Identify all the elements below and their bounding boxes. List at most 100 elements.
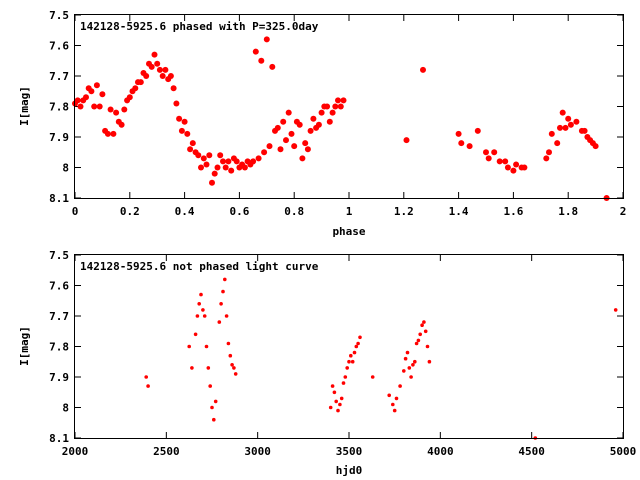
x-tick-label: 4500 — [518, 445, 545, 458]
y-tick-label: 7.5 — [49, 249, 69, 262]
data-point — [113, 109, 120, 116]
data-point — [277, 146, 284, 153]
data-point — [352, 350, 357, 355]
data-point — [318, 109, 325, 116]
data-point — [241, 164, 248, 171]
x-tick-label: 2000 — [62, 445, 89, 458]
data-point — [326, 118, 333, 125]
x-tick-label: 1 — [346, 205, 353, 218]
data-point — [329, 109, 336, 116]
data-point — [206, 366, 211, 370]
unphased-x-axis-label: hjd0 — [336, 464, 363, 477]
data-point — [217, 320, 222, 324]
data-point — [358, 335, 362, 340]
data-point — [338, 402, 342, 407]
data-point — [354, 344, 359, 349]
data-point — [324, 103, 331, 110]
data-point — [392, 408, 397, 413]
data-point — [341, 381, 346, 385]
data-point — [592, 143, 599, 150]
data-point — [332, 103, 339, 110]
y-tick-label: 8 — [62, 402, 69, 415]
x-tick-label: 0 — [72, 205, 79, 218]
data-point — [144, 375, 148, 379]
data-point — [339, 396, 344, 401]
data-point — [304, 146, 311, 153]
data-point — [546, 149, 552, 156]
data-point — [178, 127, 185, 134]
y-tick-label: 7.6 — [49, 280, 69, 293]
y-tick-label: 7.9 — [49, 371, 69, 384]
data-point — [214, 164, 221, 171]
phased-panel: 142128-5925.6 phased with P=325.0day pha… — [18, 9, 626, 238]
y-tick-label: 7.7 — [49, 310, 69, 323]
data-point — [420, 323, 424, 328]
data-point — [233, 158, 240, 165]
data-point — [210, 405, 214, 410]
data-point — [302, 140, 309, 147]
data-point — [581, 127, 588, 134]
data-point — [228, 167, 235, 174]
data-point — [230, 363, 234, 367]
x-tick-label: 3000 — [244, 445, 271, 458]
unphased-y-axis-label: I[mag] — [18, 326, 31, 366]
data-point — [167, 73, 174, 79]
data-point — [296, 121, 303, 128]
data-point — [394, 396, 399, 401]
phased-data-points — [72, 36, 610, 201]
unphased-panel-title: 142128-5925.6 not phased light curve — [80, 260, 319, 273]
y-tick-label: 7.7 — [49, 70, 69, 83]
data-point — [190, 366, 194, 370]
data-point — [559, 109, 566, 116]
data-point — [370, 375, 375, 379]
data-point — [181, 118, 188, 125]
data-point — [137, 79, 144, 86]
data-point — [176, 115, 183, 122]
data-point — [269, 63, 276, 70]
data-point — [173, 100, 180, 107]
data-point — [220, 158, 226, 165]
data-point — [203, 161, 210, 168]
data-point — [226, 341, 231, 346]
data-point — [474, 127, 481, 134]
data-point — [77, 103, 84, 110]
data-point — [347, 359, 351, 364]
data-point — [335, 97, 341, 104]
phased-ticks: 0 0.2 0.4 0.6 0.8 1 1.2 1.4 1.6 1.8 2 7.5 7.6 7.7 7.8 7… — [49, 9, 626, 218]
data-point — [107, 106, 114, 113]
data-point — [336, 408, 340, 413]
data-point — [197, 302, 201, 306]
data-point — [206, 152, 213, 159]
y-tick-label: 7.8 — [49, 101, 69, 114]
data-point — [496, 158, 503, 165]
data-point — [266, 143, 273, 150]
x-tick-label: 0.2 — [120, 205, 140, 218]
data-point — [118, 121, 125, 128]
data-point — [184, 130, 191, 137]
x-tick-label: 1.8 — [558, 205, 578, 218]
data-point — [261, 149, 268, 156]
data-point — [427, 359, 432, 364]
data-point — [93, 82, 100, 89]
data-point — [274, 124, 281, 131]
data-point — [189, 140, 196, 147]
data-point — [350, 359, 355, 364]
data-point — [228, 353, 233, 358]
data-point — [403, 137, 410, 144]
data-point — [343, 375, 348, 379]
data-point — [398, 384, 402, 388]
y-tick-label: 7.8 — [49, 341, 69, 354]
x-tick-label: 3500 — [336, 445, 363, 458]
data-point — [291, 143, 298, 150]
data-point — [567, 121, 574, 128]
data-point — [221, 289, 225, 294]
phased-panel-title: 142128-5925.6 phased with P=325.0day — [80, 20, 319, 33]
data-point — [285, 109, 292, 116]
data-point — [554, 140, 561, 147]
data-point — [83, 94, 89, 101]
data-point — [502, 158, 509, 165]
y-tick-label: 7.6 — [49, 40, 69, 53]
phased-y-axis-label: I[mag] — [18, 86, 31, 126]
data-point — [420, 66, 426, 73]
